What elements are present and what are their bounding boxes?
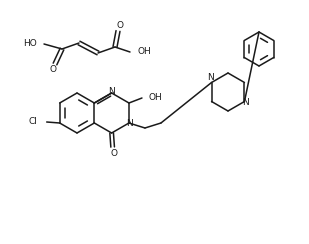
Text: N: N <box>242 98 249 107</box>
Text: N: N <box>108 88 115 96</box>
Text: O: O <box>110 149 117 157</box>
Text: O: O <box>116 20 124 30</box>
Text: HO: HO <box>23 39 37 48</box>
Text: OH: OH <box>149 93 163 102</box>
Text: OH: OH <box>137 47 151 55</box>
Text: N: N <box>207 73 214 82</box>
Text: N: N <box>127 119 133 128</box>
Text: Cl: Cl <box>29 118 38 126</box>
Text: O: O <box>49 65 57 74</box>
